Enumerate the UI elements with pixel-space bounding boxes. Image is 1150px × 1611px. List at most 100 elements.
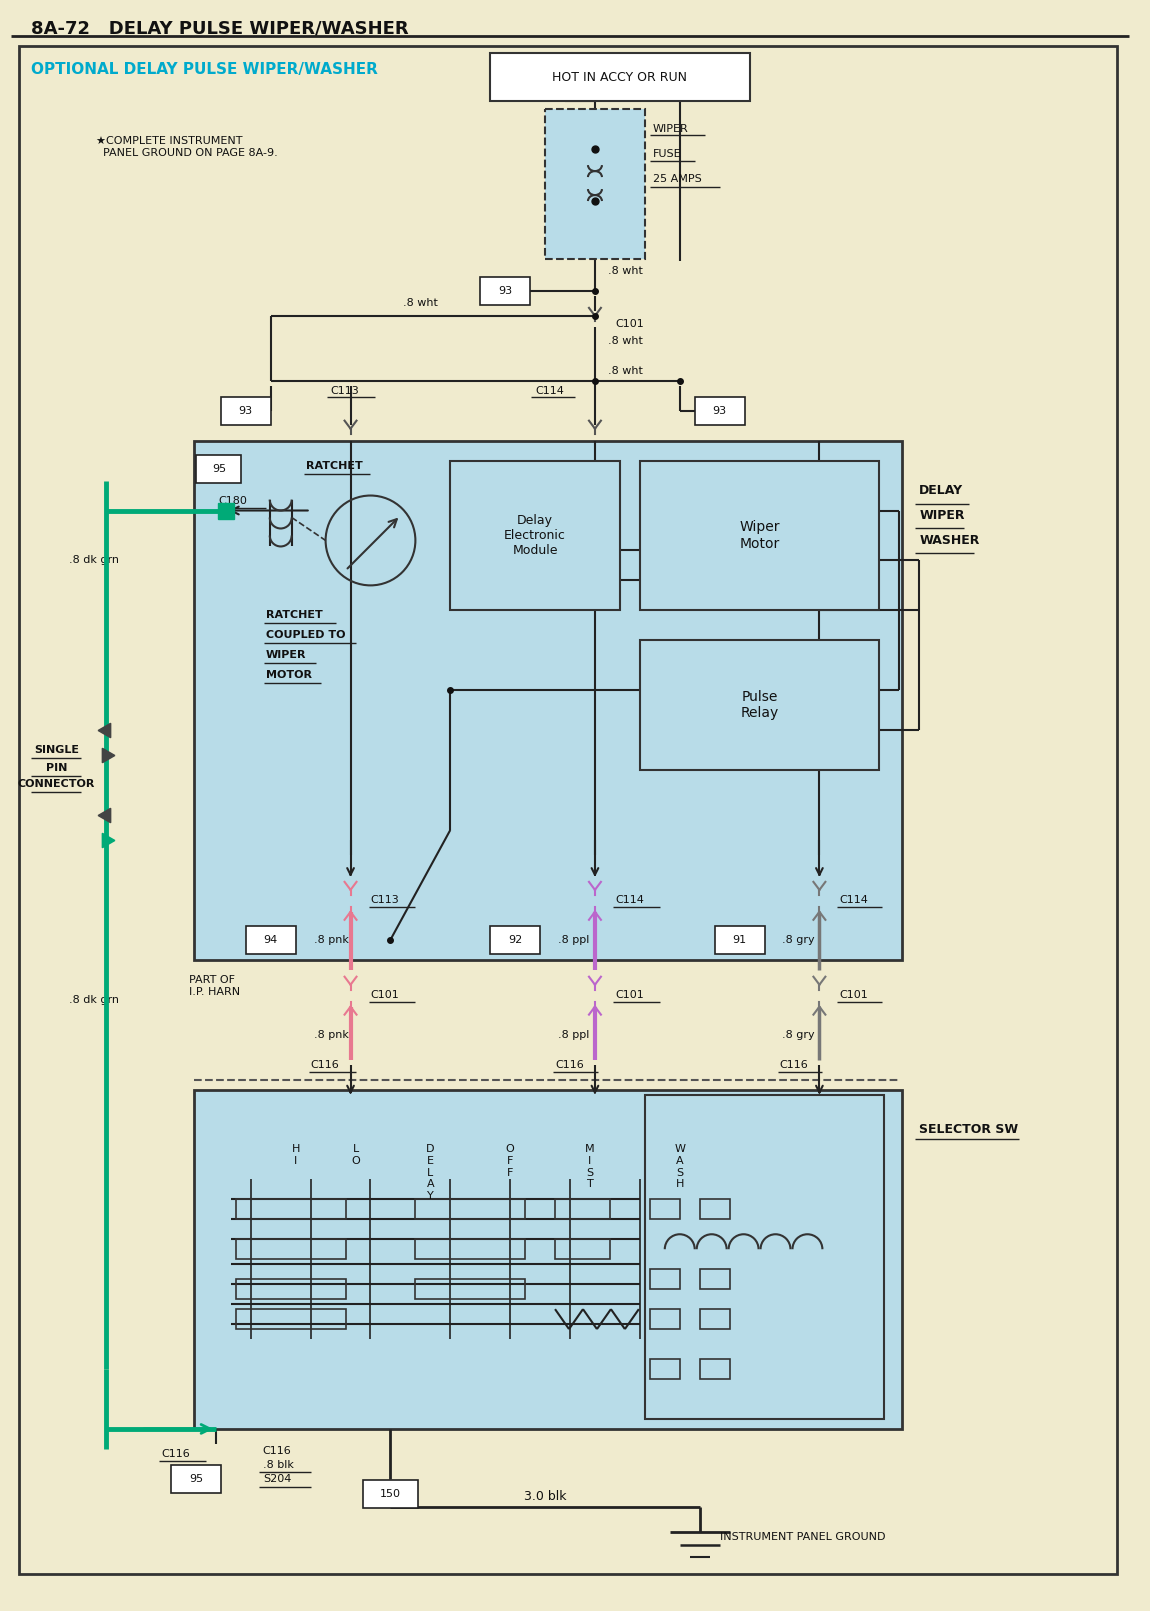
Bar [236,1199,345,1220]
Bar [639,461,880,611]
Text: .8 gry: .8 gry [782,934,815,944]
Text: ★COMPLETE INSTRUMENT
  PANEL GROUND ON PAGE 8A-9.: ★COMPLETE INSTRUMENT PANEL GROUND ON PAG… [97,137,278,158]
Text: WASHER: WASHER [919,533,980,548]
Text: C101: C101 [370,989,399,1000]
Text: WIPER: WIPER [653,124,689,134]
Bar [699,1199,729,1220]
Text: O
F
F: O F F [506,1144,514,1178]
Text: .8 wht: .8 wht [608,366,643,375]
Text: D
E
L
A
Y: D E L A Y [427,1144,435,1200]
Text: .8 gry: .8 gry [782,1029,815,1039]
Bar [695,396,744,425]
Text: OPTIONAL DELAY PULSE WIPER/WASHER: OPTIONAL DELAY PULSE WIPER/WASHER [31,61,378,77]
Text: HOT IN ACCY OR RUN: HOT IN ACCY OR RUN [552,71,688,84]
Text: MOTOR: MOTOR [266,670,312,680]
Text: .8 wht: .8 wht [402,298,438,308]
Text: CONNECTOR: CONNECTOR [17,780,95,789]
Text: 93: 93 [239,406,253,416]
Text: 95: 95 [212,464,225,474]
Text: 8A-72   DELAY PULSE WIPER/WASHER: 8A-72 DELAY PULSE WIPER/WASHER [31,19,409,37]
Text: S204: S204 [262,1474,291,1484]
Bar [645,1094,884,1419]
Bar [415,1199,526,1220]
Text: RATCHET: RATCHET [266,611,322,620]
Bar [650,1269,680,1289]
Text: C114: C114 [615,894,644,905]
Bar [415,1239,526,1260]
Text: PART OF: PART OF [189,975,235,984]
Text: 93: 93 [713,406,727,416]
Text: WIPER: WIPER [919,509,965,522]
Bar [490,53,750,101]
Text: RATCHET: RATCHET [306,461,362,470]
Text: M
I
S
T: M I S T [585,1144,595,1189]
Text: C101: C101 [615,989,644,1000]
Text: L
O: L O [351,1144,360,1166]
Text: H
I: H I [291,1144,300,1166]
Bar [197,454,241,483]
Bar [194,1089,903,1429]
Text: .8 ppl: .8 ppl [558,1029,590,1039]
Bar [699,1269,729,1289]
Text: 3.0 blk: 3.0 blk [523,1490,566,1503]
Bar [650,1310,680,1329]
Text: Delay
Electronic
Module: Delay Electronic Module [504,514,566,557]
Text: C113: C113 [370,894,399,905]
Text: W
A
S
H: W A S H [674,1144,685,1189]
Text: COUPLED TO: COUPLED TO [266,630,345,640]
Bar [699,1360,729,1379]
Text: .8 ppl: .8 ppl [558,934,590,944]
Text: 94: 94 [263,934,278,944]
Text: DELAY: DELAY [919,483,964,498]
Text: C116: C116 [780,1060,808,1070]
Text: C101: C101 [615,319,644,329]
Bar [236,1239,345,1260]
Text: SINGLE: SINGLE [33,746,78,756]
Bar [236,1279,345,1298]
Text: .8 wht: .8 wht [608,266,643,275]
Text: .8 pnk: .8 pnk [314,1029,348,1039]
Bar [639,640,880,770]
Text: 150: 150 [380,1489,401,1498]
Text: C114: C114 [840,894,868,905]
Bar [221,396,270,425]
Bar [650,1199,680,1220]
Text: C116: C116 [310,1060,339,1070]
Text: WIPER: WIPER [266,651,306,661]
Text: C113: C113 [330,385,359,396]
Bar [481,277,530,304]
Text: Pulse
Relay: Pulse Relay [741,690,779,720]
Text: SELECTOR SW: SELECTOR SW [919,1123,1018,1136]
Bar [714,926,765,954]
Text: I.P. HARN: I.P. HARN [189,986,240,997]
Text: Wiper
Motor: Wiper Motor [739,520,780,551]
Text: .8 pnk: .8 pnk [314,934,348,944]
Text: 95: 95 [189,1474,204,1484]
Text: .8 dk grn: .8 dk grn [69,556,120,565]
Text: C180: C180 [218,496,247,506]
Bar [194,441,903,960]
Text: 91: 91 [733,934,746,944]
Bar [545,110,645,259]
Text: C101: C101 [840,989,868,1000]
Bar [246,926,296,954]
Text: C116: C116 [161,1448,190,1460]
Bar [650,1360,680,1379]
Text: .8 dk grn: .8 dk grn [69,994,120,1005]
Text: C116: C116 [262,1447,291,1456]
Bar [171,1464,221,1493]
Text: INSTRUMENT PANEL GROUND: INSTRUMENT PANEL GROUND [720,1532,886,1542]
Bar [236,1310,345,1329]
Text: 92: 92 [508,934,522,944]
Text: C114: C114 [535,385,564,396]
Text: .8 wht: .8 wht [608,335,643,346]
Bar [363,1481,417,1508]
Text: PIN: PIN [46,764,67,773]
Text: 25 AMPS: 25 AMPS [653,174,702,184]
Bar [699,1310,729,1329]
Bar [490,926,540,954]
Text: .8 blk: .8 blk [262,1460,293,1469]
Text: 93: 93 [498,285,512,296]
Bar [555,1239,610,1260]
Bar [555,1199,610,1220]
